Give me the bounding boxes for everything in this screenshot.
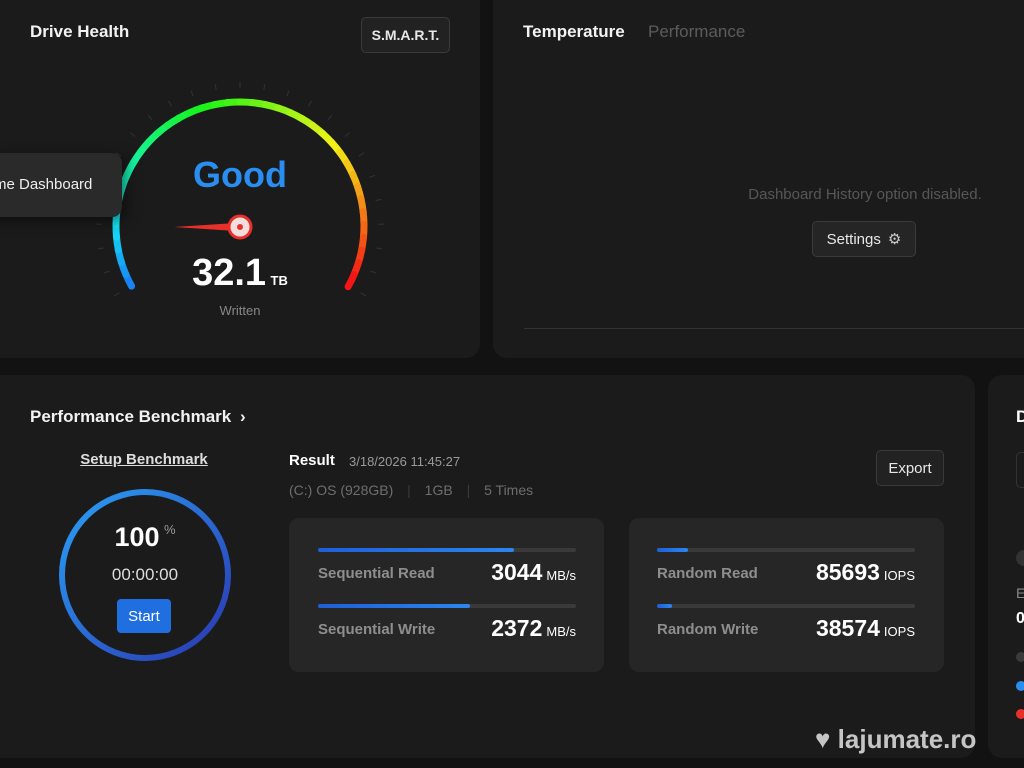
- metric-label: Sequential Read: [318, 565, 435, 582]
- gauge-tick: [130, 132, 136, 137]
- watermark: ♥ lajumate.ro: [815, 724, 976, 755]
- gauge-needle: [174, 223, 236, 231]
- start-button[interactable]: Start: [117, 599, 171, 633]
- gauge-tick: [113, 292, 120, 297]
- metric-value: 38574 IOPS: [717, 615, 915, 642]
- benchmark-progress-ring: [59, 489, 231, 661]
- gauge-tick: [263, 84, 266, 91]
- metric-unit: MB/s: [546, 568, 576, 583]
- metric-bar: [657, 548, 915, 552]
- metric-number: 3044: [491, 559, 543, 585]
- gear-icon: ⚙: [887, 231, 902, 248]
- metric-bar: [318, 604, 576, 608]
- written-label: Written: [219, 303, 261, 318]
- chevron-right-icon: ›: [240, 407, 246, 426]
- gauge-tick: [308, 100, 312, 107]
- health-status: Good: [193, 154, 287, 195]
- metric-unit: IOPS: [883, 624, 915, 639]
- gauge-tick: [168, 100, 172, 107]
- side-value: 0: [1016, 610, 1024, 627]
- metric-number: 85693: [815, 559, 880, 585]
- legend-red-dot: [1016, 709, 1024, 719]
- side-card: [988, 375, 1024, 758]
- history-disabled-message: Dashboard History option disabled.: [748, 186, 982, 203]
- side-label: E: [1016, 585, 1024, 601]
- export-button[interactable]: Export: [876, 450, 944, 486]
- written-number: 32.1: [192, 252, 267, 294]
- result-time: 3/18/2026 11:45:27: [349, 454, 461, 469]
- gauge-tick: [369, 174, 375, 178]
- metric-value: 2372 MB/s: [378, 615, 576, 642]
- result-config: (C:) OS (928GB) | 1GB | 5 Times: [289, 482, 534, 498]
- settings-button[interactable]: Settings ⚙: [812, 221, 916, 257]
- gauge-tick: [214, 84, 217, 91]
- metric-label: Random Write: [657, 621, 759, 638]
- benchmark-title-text: Performance Benchmark: [30, 407, 232, 426]
- gauge-tick: [344, 132, 350, 137]
- watermark-logo-icon: ♥: [815, 724, 838, 754]
- gauge-tick: [97, 247, 104, 250]
- metric-bar-fill: [657, 604, 673, 608]
- metric-value: 3044 MB/s: [378, 559, 576, 586]
- legend-gray-dot: [1016, 652, 1024, 662]
- written-value: 32.1 TB: [140, 252, 340, 295]
- result-runs: 5 Times: [484, 482, 534, 498]
- gauge-tick: [327, 114, 333, 121]
- metric-bar: [318, 548, 576, 552]
- benchmark-title[interactable]: Performance Benchmark ›: [30, 407, 246, 427]
- result-size: 1GB: [424, 482, 453, 498]
- gauge-tick: [190, 90, 194, 97]
- side-heading: D: [1016, 407, 1024, 426]
- watermark-text: lajumate.ro: [837, 724, 977, 754]
- elapsed-time: 00:00:00: [111, 565, 179, 584]
- sequential-box: [289, 518, 604, 672]
- gauge-tick: [147, 114, 153, 121]
- metric-value: 85693 IOPS: [717, 559, 915, 586]
- random-box: [629, 518, 944, 672]
- metric-unit: MB/s: [546, 624, 576, 639]
- metric-label: Sequential Write: [318, 621, 436, 638]
- metric-number: 2372: [491, 615, 543, 641]
- gauge-tick: [375, 198, 382, 201]
- side-toggle[interactable]: [1016, 550, 1024, 566]
- chart-baseline: [524, 328, 1024, 329]
- smart-button[interactable]: S.M.A.R.T.: [361, 17, 450, 53]
- metric-bar-fill: [318, 604, 471, 608]
- gauge-tick: [286, 90, 290, 97]
- tooltip-text: me Dashboard: [0, 176, 93, 193]
- gauge-tick: [358, 152, 365, 157]
- written-unit: TB: [270, 273, 288, 288]
- setup-benchmark-link[interactable]: Setup Benchmark: [80, 451, 208, 468]
- tab-performance[interactable]: Performance: [648, 22, 746, 41]
- progress-percent: 100 %: [58, 522, 232, 553]
- metric-bar: [657, 604, 915, 608]
- metric-number: 38574: [815, 615, 880, 641]
- gauge-tick: [376, 247, 383, 250]
- progress-unit: %: [163, 522, 176, 537]
- metric-label: Random Read: [657, 565, 758, 582]
- drive-health-title: Drive Health: [30, 22, 130, 41]
- gauge-arc-segment: [344, 271, 358, 291]
- legend-blue-dot: [1016, 681, 1024, 691]
- metric-bar-fill: [657, 548, 688, 552]
- dashboard-tooltip[interactable]: me Dashboard: [0, 153, 122, 217]
- metric-bar-fill: [318, 548, 515, 552]
- gauge-tick: [103, 270, 110, 274]
- settings-label: Settings: [826, 230, 881, 248]
- metric-unit: IOPS: [883, 568, 915, 583]
- temperature-card: [493, 0, 1024, 358]
- result-drive: (C:) OS (928GB): [289, 482, 394, 498]
- result-label: Result: [289, 452, 335, 469]
- gauge-tick: [360, 292, 367, 297]
- health-gauge: [96, 82, 384, 297]
- side-dropdown[interactable]: [1016, 452, 1024, 488]
- tab-temperature[interactable]: Temperature: [523, 22, 625, 41]
- gauge-tick: [370, 270, 377, 274]
- progress-value: 100: [114, 522, 160, 552]
